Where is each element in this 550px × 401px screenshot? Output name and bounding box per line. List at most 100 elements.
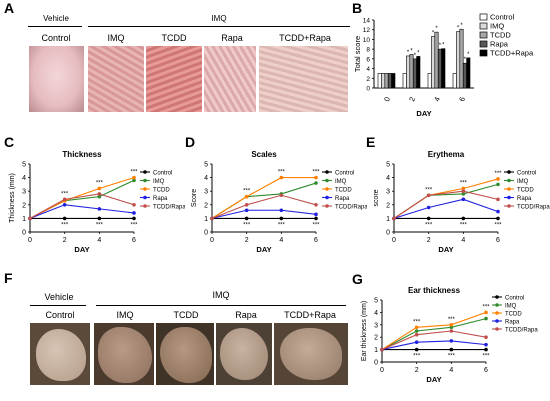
significance-mark-d: ***	[312, 222, 320, 228]
legend-swatch-tcdd-rapa	[479, 49, 488, 57]
data-point-control	[461, 216, 466, 221]
legend-marker-tcdd-rapa	[143, 204, 147, 208]
panel-letter-g: G	[352, 271, 363, 287]
data-point-control	[414, 347, 419, 352]
data-point-tcdd	[279, 175, 284, 180]
x-tick-label-c: 2	[63, 237, 67, 244]
legend-marker-rapa	[325, 195, 329, 200]
x-tick-label-e: 6	[496, 237, 500, 244]
legend-swatch-tcdd	[479, 31, 488, 39]
legend-label-imq: IMQ	[490, 22, 504, 31]
imq-header-f: IMQ	[212, 290, 230, 300]
y-tick-label-e: 1	[386, 216, 390, 223]
data-point-tcdd-rapa	[380, 347, 384, 352]
photo-rapa-back	[204, 46, 256, 112]
y-tick-label-d: 4	[204, 175, 208, 182]
legend-label-tcdd-rapa: TCDD/Rapa	[153, 204, 185, 210]
data-point-tcdd-rapa	[97, 192, 102, 196]
data-point-imq	[496, 182, 500, 187]
panel-letter-b: B	[352, 0, 363, 16]
data-point-rapa	[496, 209, 500, 214]
bar-control-day0	[377, 73, 382, 89]
bar-rapa-day2	[412, 58, 417, 89]
y-axis-title-e: score	[373, 189, 380, 206]
chart-title-g: Ear thickness	[408, 286, 461, 295]
data-point-control	[426, 216, 431, 221]
data-point-imq	[414, 329, 419, 333]
legend-label-rapa: Rapa	[153, 196, 168, 202]
chart-ear-thickness: Ear thickness 0 1 2 3 4 5 0 2 4 6 DAY Ear thickness …	[361, 286, 538, 384]
legend-marker-tcdd	[325, 187, 329, 191]
significance-mark-b: *	[460, 23, 463, 29]
y-tick-label-g: 1	[374, 347, 378, 354]
chart-erythema: Erythema 0 1 2 3 4 5 0 2 4 6 DAY score *** *** *** *** **…	[373, 150, 550, 254]
imq-header: IMQ	[211, 14, 227, 23]
chart-scales: Scales 0 1 2 3 4 5 0 2 4 6 DAY Score *** *** *** *** *** *…	[191, 150, 367, 254]
chart-title-d: Scales	[251, 150, 277, 159]
data-point-imq	[484, 316, 488, 321]
data-point-rapa	[449, 339, 454, 343]
significance-mark-b: *	[457, 26, 460, 32]
legend-marker-tcdd-rapa	[507, 204, 511, 208]
y-tick-label-d: 2	[204, 202, 208, 209]
data-point-control	[484, 347, 488, 352]
data-point-tcdd	[314, 175, 318, 180]
bar-rapa-day6	[462, 62, 467, 89]
group-label-imq: IMQ	[107, 33, 125, 43]
significance-mark-b: *	[464, 57, 467, 63]
data-point-tcdd-rapa	[244, 203, 249, 207]
data-point-tcdd-rapa	[210, 216, 214, 221]
x-tick-label-e: 2	[427, 237, 431, 244]
legend-label-rapa: Rapa	[335, 196, 350, 202]
significance-mark-e: ***	[425, 187, 433, 193]
significance-mark-d: ***	[243, 189, 251, 195]
photo-ear-tcdd-rapa	[274, 323, 348, 385]
photo-ear-imq	[94, 323, 154, 385]
data-point-control	[132, 216, 136, 221]
series-line-tcdd-rapa	[29, 193, 135, 219]
data-point-rapa	[314, 212, 318, 217]
imq-header-line	[88, 26, 350, 27]
x-tick-label-e: 0	[392, 237, 396, 244]
bar-imq-day0	[381, 73, 386, 89]
legend-marker-rapa	[143, 195, 147, 200]
photo-imq-back	[88, 46, 144, 112]
data-point-tcdd	[97, 186, 102, 191]
significance-mark-b: *	[442, 43, 445, 49]
legend-swatch-control	[479, 13, 488, 21]
y-tick-label-e: 5	[386, 162, 390, 169]
legend-label-tcdd-rapa: TCDD+Rapa	[490, 49, 534, 58]
photo-tcdd-rapa-back	[259, 46, 348, 112]
significance-mark-b: *	[435, 26, 438, 32]
y-axis-title-c: Thickness (mm)	[9, 173, 16, 223]
chart-title-e: Erythema	[428, 150, 465, 159]
data-point-rapa	[279, 208, 284, 213]
ear-label-imq: IMQ	[116, 310, 134, 320]
legend-label-tcdd: TCDD	[153, 187, 170, 193]
significance-mark-g: ***	[482, 304, 490, 310]
ear-label-control: Control	[45, 310, 75, 320]
y-tick-label-b: 8	[366, 47, 370, 54]
legend-marker-tcdd-rapa	[325, 204, 329, 208]
x-tick-label-d: 0	[210, 237, 214, 244]
significance-mark-e: ***	[460, 180, 468, 186]
panel-letter-d: D	[185, 134, 196, 150]
series-line-rapa	[29, 204, 135, 219]
data-point-imq	[461, 192, 466, 196]
y-tick-label-c: 5	[22, 162, 26, 169]
bar-tcdd-day4	[434, 31, 439, 89]
significance-mark-g: ***	[413, 354, 421, 360]
legend-swatch-rapa	[479, 40, 488, 48]
bar-tcdd-rapa-day4	[441, 48, 446, 89]
significance-mark-d: ***	[243, 222, 251, 228]
data-point-rapa	[426, 205, 431, 210]
legend-marker-tcdd	[495, 311, 499, 315]
bar-imq-day6	[456, 31, 461, 89]
y-tick-label-g: 4	[374, 310, 378, 317]
y-tick-label-d: 1	[204, 216, 208, 223]
data-point-tcdd-rapa	[392, 216, 396, 221]
photo-ear-control	[30, 323, 90, 385]
significance-mark-c: ***	[130, 170, 138, 176]
bar-tcdd-rapa-day0	[391, 73, 396, 89]
series-line-rapa	[393, 198, 499, 219]
